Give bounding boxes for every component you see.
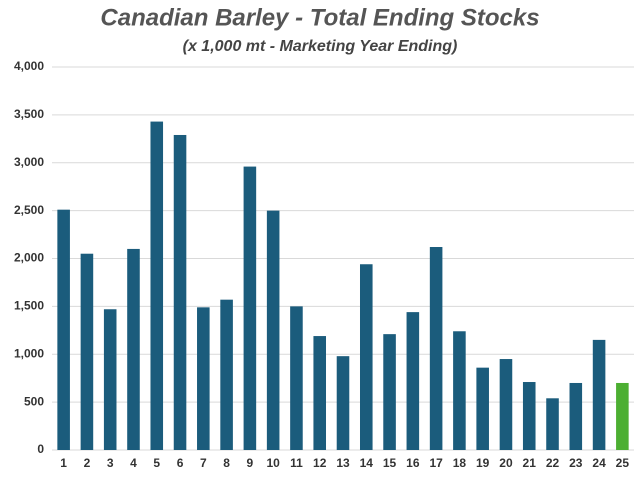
x-tick-label: 22 [546, 456, 560, 470]
bar [197, 307, 210, 450]
y-tick-label: 500 [24, 394, 44, 408]
bar [383, 334, 396, 450]
bar [336, 356, 350, 450]
y-tick-label: 1,500 [14, 299, 44, 313]
x-tick-label: 15 [383, 456, 397, 470]
bar [150, 121, 164, 450]
y-tick-label: 3,000 [14, 155, 44, 169]
y-tick-label: 1,000 [14, 346, 44, 360]
bar [80, 253, 94, 450]
y-tick-label: 3,500 [14, 107, 44, 121]
bar [173, 134, 187, 451]
x-tick-label: 7 [200, 456, 207, 470]
x-tick-label: 18 [453, 456, 467, 470]
bar [592, 339, 606, 450]
x-tick-label: 5 [153, 456, 160, 470]
bar [290, 306, 303, 450]
bar [266, 210, 280, 450]
bar [522, 382, 536, 450]
bar [476, 367, 489, 450]
bar [569, 382, 583, 450]
y-tick-label: 2,500 [14, 203, 44, 217]
chart-subtitle: (x 1,000 mt - Marketing Year Ending) [183, 38, 458, 55]
bar [406, 312, 420, 450]
bar [313, 336, 327, 450]
x-tick-label: 20 [499, 456, 513, 470]
x-tick-label: 23 [569, 456, 583, 470]
x-tick-label: 6 [177, 456, 184, 470]
x-tick-label: 16 [406, 456, 420, 470]
x-tick-label: 19 [476, 456, 490, 470]
x-tick-label: 10 [266, 456, 280, 470]
bar [499, 359, 513, 450]
x-tick-label: 3 [107, 456, 114, 470]
x-tick-label: 13 [336, 456, 350, 470]
bar [546, 398, 559, 450]
y-tick-label: 2,000 [14, 251, 44, 265]
bar [243, 166, 257, 450]
bar [220, 299, 233, 450]
bar [359, 264, 373, 450]
x-tick-label: 14 [360, 456, 374, 470]
bar [453, 331, 466, 450]
bar [57, 209, 70, 450]
x-tick-label: 2 [84, 456, 91, 470]
bar [429, 247, 443, 450]
x-tick-label: 12 [313, 456, 327, 470]
bar [616, 382, 629, 450]
x-tick-label: 4 [130, 456, 137, 470]
bar [127, 248, 140, 450]
x-tick-label: 1 [60, 456, 67, 470]
chart-title: Canadian Barley - Total Ending Stocks [100, 4, 539, 31]
x-tick-label: 8 [223, 456, 230, 470]
x-tick-label: 25 [616, 456, 630, 470]
x-tick-label: 11 [290, 456, 303, 470]
x-tick-label: 24 [592, 456, 606, 470]
y-tick-label: 0 [37, 442, 44, 456]
y-tick-label: 4,000 [14, 59, 44, 73]
bar [103, 309, 117, 450]
x-tick-label: 9 [247, 456, 254, 470]
x-tick-label: 21 [523, 456, 537, 470]
x-tick-label: 17 [429, 456, 443, 470]
